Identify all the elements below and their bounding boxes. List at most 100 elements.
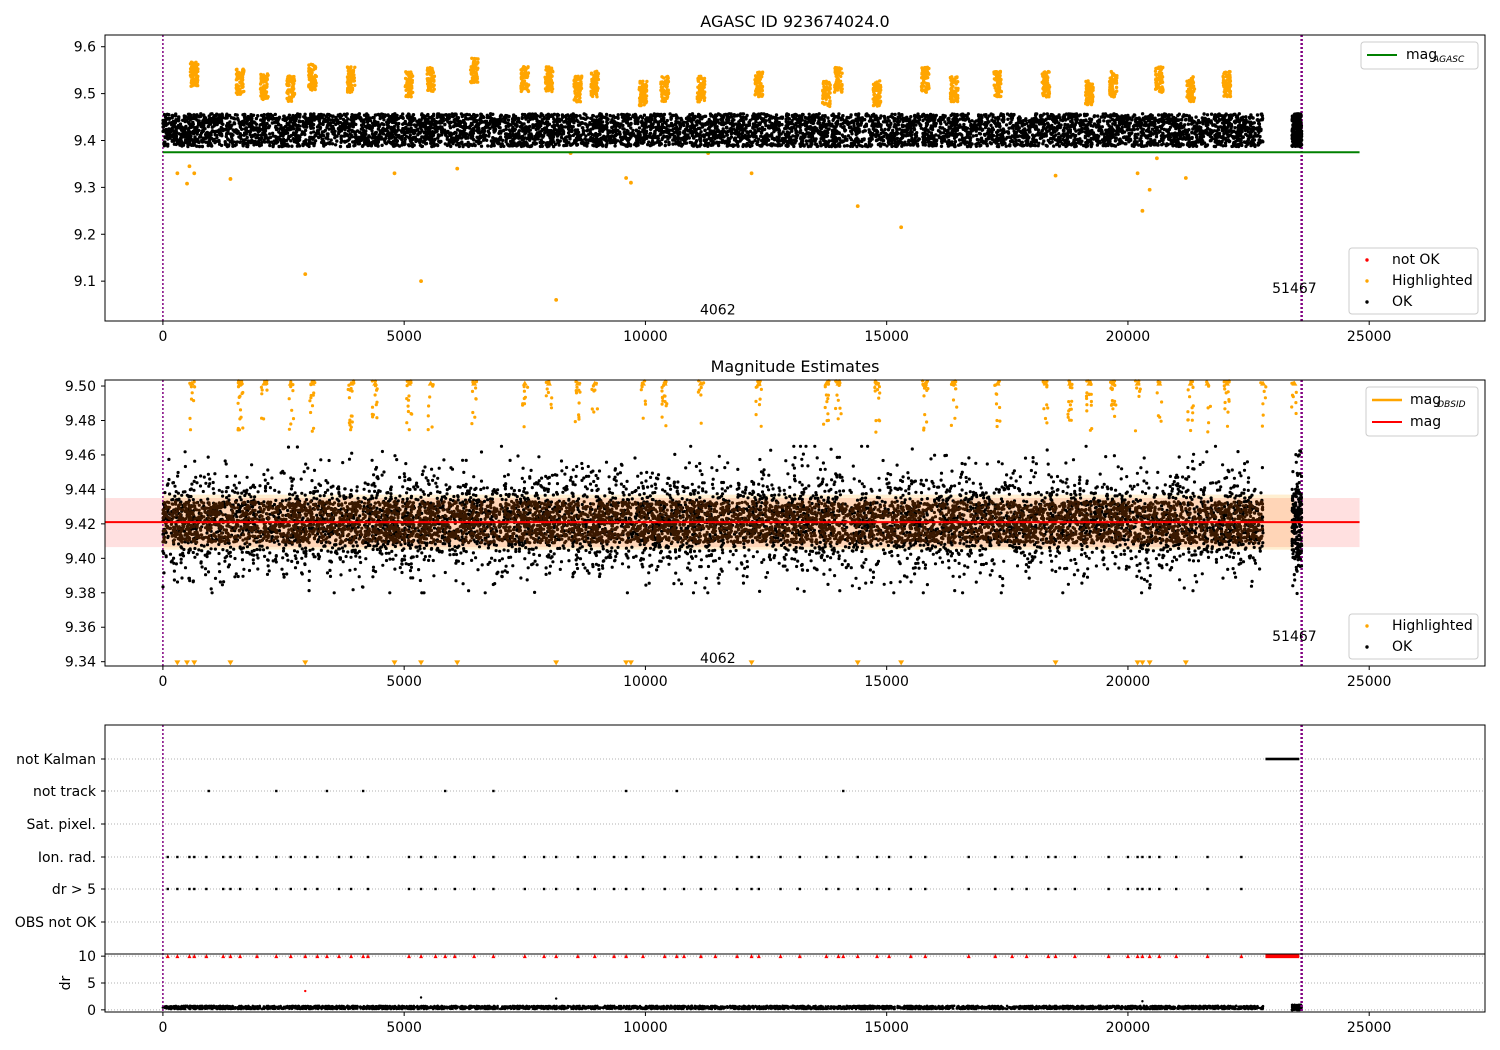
panel2-clipped-high-24 — [1042, 380, 1049, 386]
panel1-annotation-last-obsid: 51467 — [1272, 281, 1317, 297]
panel2-clipped-high-1 — [237, 380, 244, 386]
flag-mark-3-58 — [1158, 855, 1161, 859]
panel3-axes: not Kalman not track Sat. pixel. Ion. rad. d… — [15, 752, 1392, 1036]
panel1-highlighted-point-16 — [185, 181, 189, 186]
flag-mark-4-59 — [1174, 887, 1178, 891]
panel3-axes-frame — [104, 724, 1486, 1013]
flag-mark-4-29 — [641, 887, 645, 891]
flag-mark-3-39 — [825, 855, 828, 859]
dr-not-ok-mark-29 — [592, 954, 597, 959]
dr-not-ok-mark-14 — [337, 954, 342, 959]
panel2-clipped-high-11 — [545, 380, 552, 386]
panel2-ytick-label-7: 9.48 — [65, 413, 96, 429]
flag-mark-4-54 — [1126, 887, 1130, 891]
panel2-clipped-high-10 — [521, 380, 528, 386]
flag-mark-3-13 — [337, 855, 341, 859]
panel1-xtick-label-5: 25000 — [1347, 329, 1392, 345]
dr-not-ok-mark-37 — [713, 954, 718, 959]
legend-label-mag: mag — [1406, 47, 1437, 63]
panel2-legend-top: mag OBSID mag — [1365, 386, 1479, 437]
panel2-clipped-low-12 — [854, 660, 861, 666]
flag-mark-4-3 — [193, 887, 196, 891]
panel1-highlighted-point-10 — [1053, 173, 1058, 178]
flag-mark-4-50 — [1047, 887, 1050, 891]
flag-mark-4-52 — [1073, 887, 1077, 891]
flag-mark-3-14 — [349, 855, 353, 859]
panel1-ytick-label-0: 9.1 — [74, 274, 96, 290]
flag-mark-4-51 — [1054, 887, 1057, 891]
dr-not-ok-mark-40 — [756, 954, 761, 959]
flag-row-label-3: Ion. rad. — [38, 850, 96, 866]
panel2-clipped-high-2 — [261, 380, 268, 386]
flag-mark-4-27 — [612, 887, 616, 891]
panel1-legend-top: mag AGASC — [1360, 41, 1479, 70]
panel1-highlighted-point-11 — [392, 171, 397, 176]
panel2-clipped-high-31 — [1204, 380, 1211, 386]
flag-mark-3-3 — [193, 855, 196, 859]
dr-not-ok-mark-9 — [274, 954, 279, 959]
flag-mark-4-9 — [275, 887, 278, 891]
dr-not-ok-mark-38 — [735, 954, 740, 959]
panel2-axes: 0 5000 10000 15000 20000 25000 9.34 9.36 9.38 9.4… — [65, 379, 1392, 690]
dr-not-ok-mark-12 — [315, 954, 320, 959]
dr-not-ok-mark-56 — [1053, 954, 1058, 959]
panel3-xtick-label-0: 0 — [158, 1020, 167, 1036]
flag-mark-4-15 — [366, 887, 370, 891]
flag-row-label-1: not track — [33, 784, 97, 800]
flag-mark-3-11 — [304, 855, 307, 859]
flag-mark-4-55 — [1136, 887, 1139, 891]
flag-row-label-0: not Kalman — [16, 752, 96, 768]
panel3-xtick-label-1: 5000 — [386, 1020, 422, 1036]
dr-not-ok-mark-22 — [452, 954, 457, 959]
panel2-xtick-label-4: 20000 — [1106, 674, 1151, 690]
panel2-annotation-obsid: 4062 — [700, 651, 736, 667]
flag-mark-3-5 — [222, 855, 225, 859]
panel3-xtick-label-2: 10000 — [623, 1020, 668, 1036]
panel2-clipped-high-17 — [755, 380, 762, 386]
panel1-xtick-label-4: 20000 — [1106, 329, 1151, 345]
flag-mark-4-13 — [337, 887, 341, 891]
panel2-clipped-low-18 — [1182, 660, 1189, 666]
dr-not-ok-mark-30 — [612, 954, 617, 959]
flag-mark-4-24 — [554, 887, 558, 891]
flag-mark-4-30 — [663, 887, 666, 891]
flag-mark-3-15 — [366, 855, 370, 859]
legend-label-highlighted: Highlighted — [1392, 273, 1473, 289]
flag-mark-4-4 — [205, 887, 208, 891]
dr-not-ok-mark-31 — [624, 954, 629, 959]
flag-mark-3-44 — [909, 855, 913, 859]
panel3-xtick-label-5: 25000 — [1347, 1020, 1392, 1036]
panel2-clipped-low-0 — [174, 660, 181, 666]
dr-not-ok-mark-65 — [1205, 954, 1210, 959]
dr-not-ok-mark-13 — [324, 954, 329, 959]
panel2-clipped-low-6 — [418, 660, 425, 666]
flag-mark-4-8 — [255, 887, 259, 891]
dr-ok-outlier-1 — [554, 997, 558, 1000]
dr-not-ok-mark-28 — [575, 954, 580, 959]
flag-mark-4-57 — [1148, 887, 1151, 891]
panel2-clipped-low-3 — [227, 660, 234, 666]
flag-mark-3-21 — [492, 855, 495, 859]
flag-mark-4-45 — [924, 887, 927, 891]
dr-not-ok-mark-0 — [165, 954, 170, 959]
flag-mark-4-31 — [682, 887, 686, 891]
panel1-ytick-label-1: 9.2 — [74, 227, 96, 243]
dr-not-ok-mark-25 — [522, 954, 527, 959]
dr-not-ok-mark-32 — [641, 954, 646, 959]
panel2-clipped-high-5 — [348, 380, 355, 386]
flag-mark-4-25 — [576, 887, 580, 891]
flag-mark-3-55 — [1136, 855, 1139, 859]
flag-mark-3-27 — [612, 855, 616, 859]
flag-mark-3-4 — [205, 855, 208, 859]
panel2-xtick-label-5: 25000 — [1347, 674, 1392, 690]
panel1-highlighted-point-3 — [855, 204, 860, 209]
dr-not-ok-mark-47 — [875, 954, 880, 959]
dr-not-ok-mark-34 — [674, 954, 679, 959]
flag-mark-3-33 — [714, 855, 717, 859]
panel2-clipped-high-26 — [1086, 380, 1093, 386]
dr-not-ok-mark-66 — [1239, 954, 1244, 959]
flag-mark-3-60 — [1206, 855, 1209, 859]
dr-not-ok-mark-48 — [887, 954, 892, 959]
flag-mark-4-34 — [735, 887, 739, 891]
flag-mark-3-34 — [735, 855, 739, 859]
